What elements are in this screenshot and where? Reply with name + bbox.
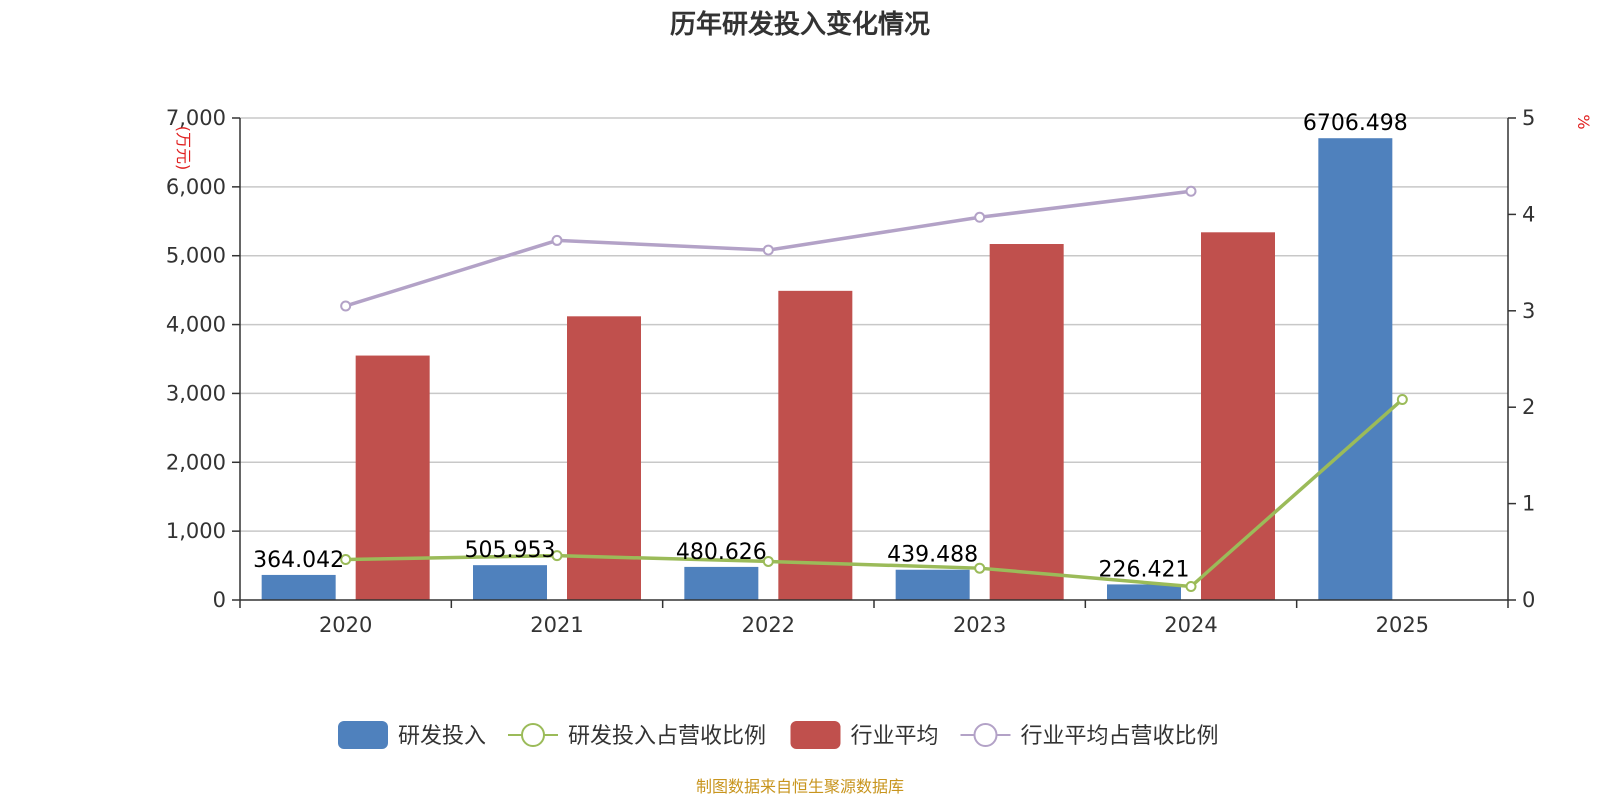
left-axis-tick-label: 0 (213, 588, 226, 612)
bar-value-label: 226.421 (1099, 557, 1190, 582)
line-point-0 (551, 550, 563, 562)
bar-value-label: 6706.498 (1303, 111, 1408, 136)
bar-value-label: 439.488 (887, 543, 978, 568)
legend-swatch-0 (338, 721, 388, 749)
grid-lines (240, 117, 1508, 532)
line-point-0 (340, 554, 352, 566)
bar-0-2020 (261, 574, 336, 600)
x-axis-tick-label: 2021 (530, 613, 583, 637)
left-axis-tick-label: 4,000 (166, 313, 226, 337)
right-axis-tick-label: 5 (1522, 106, 1535, 130)
x-axis-tick-label: 2022 (742, 613, 795, 637)
right-axis-unit: % (1574, 114, 1593, 129)
left-axis-tick-label: 2,000 (166, 450, 226, 474)
bar-1-2021 (567, 316, 641, 600)
right-axis-tick-label: 0 (1522, 588, 1535, 612)
legend-label-1: 研发投入占营收比例 (568, 724, 766, 749)
legend-marker-3 (973, 723, 998, 747)
line-point-0 (762, 555, 774, 567)
bar-value-label: 480.626 (676, 540, 767, 565)
right-axis-tick-label: 4 (1522, 202, 1535, 226)
left-axis-tick-label: 5,000 (166, 244, 226, 268)
line-point-1 (974, 211, 986, 223)
line-point-1 (762, 244, 774, 256)
line-point-0 (1396, 393, 1408, 405)
left-axis-unit: (万元) (174, 126, 193, 171)
bar-0-2022 (684, 566, 759, 600)
x-axis-tick-label: 2020 (319, 613, 372, 637)
bar-0-2021 (473, 565, 547, 600)
line-point-1 (340, 300, 352, 312)
right-axis-tick-label: 2 (1522, 395, 1535, 419)
lines-layer (340, 185, 1408, 593)
legend-label-3: 行业平均占营收比例 (1021, 724, 1219, 749)
left-axis-tick-label: 6,000 (166, 175, 226, 199)
legend-label-0: 研发投入 (398, 724, 486, 749)
bar-1-2023 (989, 244, 1064, 600)
line-point-0 (1185, 581, 1197, 593)
line-point-1 (1185, 185, 1197, 197)
bar-0-2024 (1107, 584, 1181, 600)
axes-layer: 0 1,000 2,000 3,000 4,000 5,000 6,000 7,000 0 1 2 3… (166, 106, 1536, 637)
bar-0-2025 (1318, 138, 1393, 600)
right-axis-tick-label: 3 (1522, 299, 1535, 323)
chart-title: 历年研发投入变化情况 (670, 9, 930, 40)
x-axis-tick-label: 2023 (953, 613, 1006, 637)
legend-marker-1 (521, 723, 545, 747)
bar-1-2020 (355, 355, 430, 600)
line-series-0 (345, 398, 1404, 589)
left-axis-tick-label: 7,000 (166, 106, 226, 130)
line-point-1 (551, 234, 563, 246)
left-axis-tick-label: 1,000 (166, 519, 226, 543)
bar-value-label: 505.953 (465, 538, 556, 563)
legend-swatch-2 (790, 721, 841, 749)
x-axis-tick-label: 2024 (1164, 613, 1217, 637)
left-axis-tick-label: 3,000 (166, 381, 226, 405)
legend-label-2: 行业平均 (851, 724, 939, 749)
bar-value-label: 364.042 (253, 548, 344, 573)
bar-1-2022 (778, 290, 853, 600)
bar-1-2024 (1201, 232, 1275, 600)
right-axis-tick-label: 1 (1522, 492, 1535, 516)
bar-labels-layer: 364.042 505.953 480.626 439.488 226.421 6706.… (253, 111, 1408, 582)
legend: 研发投入 研发投入占营收比例 行业平均 行业平均占营收比例 (338, 721, 1219, 749)
x-axis-tick-label: 2025 (1376, 613, 1429, 637)
line-point-0 (974, 562, 986, 574)
data-source: 制图数据来自恒生聚源数据库 (696, 777, 904, 796)
bar-0-2023 (895, 569, 970, 600)
